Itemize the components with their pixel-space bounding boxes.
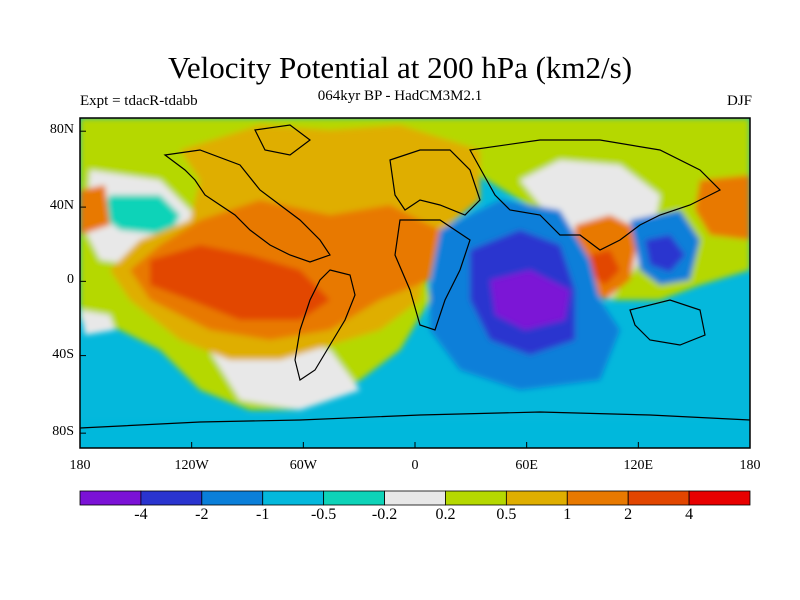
colorbar-swatch <box>140 490 203 506</box>
colorbar-swatch <box>688 490 751 506</box>
coastlines <box>80 124 750 429</box>
colorbar-swatch <box>505 490 568 506</box>
lon-tick-label: 120W <box>174 458 209 473</box>
lon-tick-label: 60W <box>289 458 317 473</box>
lon-tick-label: 120E <box>623 458 654 473</box>
lon-tick-label: 180 <box>739 458 761 473</box>
colorbar-label: 0.5 <box>496 506 517 523</box>
lat-tick-label: 40N <box>49 198 74 214</box>
season-label: DJF <box>726 93 752 109</box>
colorbar-label: 2 <box>624 506 633 523</box>
lon-tick-label: 0 <box>411 458 419 473</box>
experiment-label: Expt = tdacR-tdabb <box>80 93 198 109</box>
contour-field <box>80 118 750 448</box>
colorbar-swatch <box>627 490 690 506</box>
colorbar-swatch <box>201 490 264 506</box>
colorbar-swatch <box>445 490 507 506</box>
colorbar-label: -1 <box>256 506 270 523</box>
lon-tick-label: 180 <box>69 458 91 473</box>
lat-tick-label: 80S <box>52 424 74 440</box>
colorbar-swatch <box>384 490 446 506</box>
colorbar-label: -4 <box>134 506 148 523</box>
colorbar-label: 1 <box>563 506 572 523</box>
colorbar-swatch <box>323 490 385 506</box>
lon-tick-label: 60E <box>515 458 538 473</box>
colorbar-swatch <box>79 490 142 506</box>
colorbar-label: 4 <box>685 506 694 523</box>
figure-title: Velocity Potential at 200 hPa (km2/s) <box>167 50 633 85</box>
colorbar-label: -2 <box>195 506 209 523</box>
lat-tick-label: 0 <box>67 272 74 288</box>
figure-subtitle: 064kyr BP - HadCM3M2.1 <box>317 88 483 104</box>
colorbar-swatch <box>566 490 629 506</box>
lat-tick-label: 80N <box>49 122 74 138</box>
colorbar-label: 0.2 <box>435 506 456 523</box>
lat-tick-label: 40S <box>52 346 74 362</box>
colorbar-label: -0.2 <box>371 506 398 523</box>
colorbar-swatch <box>262 490 325 506</box>
colorbar <box>79 490 751 506</box>
colorbar-label: -0.5 <box>310 506 337 523</box>
